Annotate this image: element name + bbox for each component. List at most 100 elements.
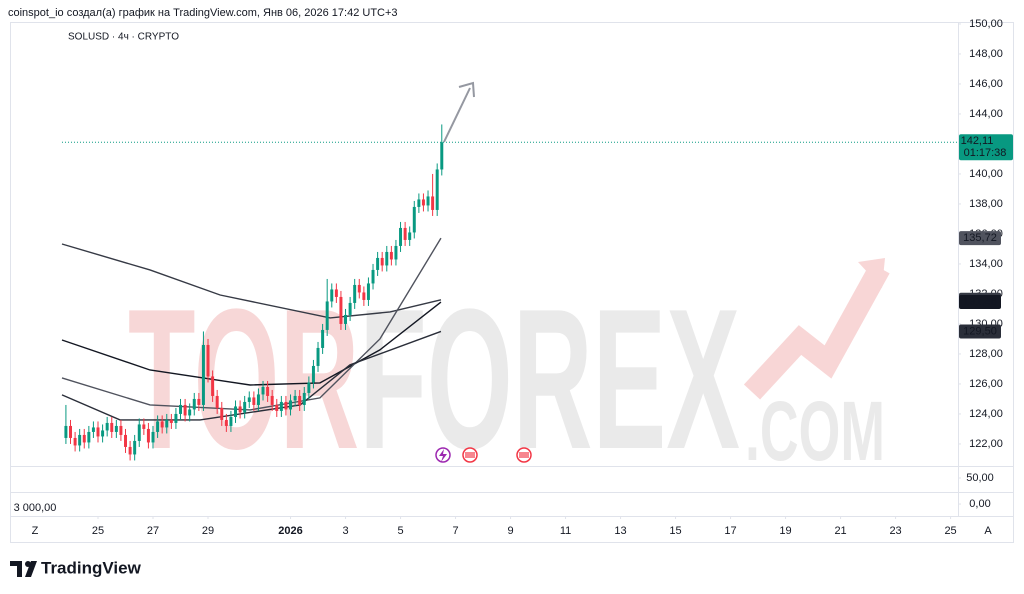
moving-average [61, 243, 442, 319]
candle-body [215, 395, 219, 408]
x-tick-label: 11 [560, 525, 571, 537]
candle-body [105, 422, 109, 431]
candle-body [179, 404, 183, 414]
candle-body [408, 232, 412, 240]
candle-body [339, 296, 343, 324]
y-tick-label: 146,00 [969, 78, 1003, 90]
candle-body [325, 301, 329, 330]
x-tick-label: 3 [342, 525, 348, 537]
candle-body [431, 196, 435, 210]
x-tick-label: 2026 [278, 525, 302, 537]
candle-body [142, 424, 146, 429]
x-tick-label: 25 [92, 525, 104, 537]
y-tick-label: 128,00 [969, 348, 1003, 360]
candle-body [133, 440, 137, 455]
candle-body [188, 409, 192, 416]
header-caption: coinspot_io создал(а) график на TradingV… [8, 7, 398, 19]
candle-body [91, 427, 95, 432]
candle-body [279, 401, 283, 411]
candle-body [201, 344, 205, 405]
candle-body [298, 395, 302, 405]
footer-logo: TradingView [10, 558, 142, 577]
candle-body [348, 302, 352, 315]
x-tick-label: 15 [669, 525, 681, 537]
candle-body [376, 257, 380, 270]
candle-body [307, 382, 311, 393]
candle-body [247, 397, 251, 402]
y-tick-label: 126,00 [969, 378, 1003, 390]
event-icon-bolt [439, 449, 447, 462]
last-price-box [959, 134, 1013, 161]
x-tick-label: 9 [507, 525, 513, 537]
last-price-label: 142,11 [961, 135, 994, 147]
candle-body [183, 404, 187, 416]
x-tick-label: 17 [724, 525, 736, 537]
x-tick-label: 19 [779, 525, 791, 537]
candle-body [73, 437, 77, 446]
candle-body [389, 251, 393, 260]
bar-countdown: 01:17:38 [964, 147, 1007, 159]
y-tick-label: 144,00 [969, 108, 1003, 120]
flag [465, 452, 475, 458]
price-axis-label: 135,72 [963, 232, 997, 244]
candle-body [124, 434, 127, 447]
candle-body [399, 227, 403, 246]
candle-body [256, 394, 260, 405]
x-tick-label: 25 [944, 525, 956, 537]
candle-body [160, 421, 164, 428]
watermark-swoosh-head [858, 258, 885, 288]
candle-body [330, 289, 334, 302]
candle-body [403, 227, 407, 240]
y-tick-label: 0,00 [969, 498, 990, 510]
candle-body [371, 269, 375, 284]
candle-body [192, 398, 196, 410]
x-tick-label: 23 [889, 525, 901, 537]
axis-button[interactable]: A [984, 525, 992, 537]
candle-body [64, 425, 68, 438]
candle-body [380, 257, 384, 266]
watermark-text: TORFOREX [128, 268, 740, 491]
x-tick-label: 5 [397, 525, 403, 537]
y-tick-label: 122,00 [969, 438, 1003, 450]
candle-body [174, 413, 178, 423]
x-tick-label: 13 [614, 525, 626, 537]
x-tick-label: 21 [834, 525, 846, 537]
candle-body [385, 251, 389, 266]
candle-body [128, 446, 132, 455]
watermark-swoosh [743, 262, 890, 400]
candle-body [252, 397, 256, 405]
candle-body [229, 416, 233, 426]
candle-body [362, 292, 366, 300]
axis-button[interactable]: Z [32, 525, 39, 537]
candle-body [82, 434, 86, 443]
price-axis-label-box [959, 324, 1001, 339]
forecast-arrow-head [458, 81, 475, 98]
candle-body [311, 365, 315, 383]
candle-body [224, 419, 228, 426]
candle-body [421, 199, 425, 206]
x-tick-label: 7 [452, 525, 458, 537]
candle-body [220, 407, 224, 420]
candle-body [316, 347, 320, 366]
candle-body [234, 406, 238, 417]
candle-body [78, 434, 82, 446]
y-tick-label: 50,00 [966, 472, 994, 484]
candle-body [344, 314, 348, 324]
watermark: TORFOREX .COM [128, 258, 890, 491]
candle-body [243, 401, 247, 413]
candle-body [417, 199, 421, 207]
candle-body [151, 431, 155, 443]
candle-body [101, 430, 105, 437]
candle-body [289, 400, 293, 410]
watermark-part: FOREX [359, 268, 740, 491]
x-tick-label: 27 [147, 525, 159, 537]
candle-body [321, 329, 325, 348]
symbol-title: SOLUSD · 4ч · CRYPTO [68, 32, 179, 43]
candle-body [211, 376, 215, 396]
y-tick-label: 140,00 [969, 168, 1003, 180]
candle-body [293, 395, 297, 401]
candle-body [302, 392, 306, 405]
chart-frame [10, 22, 1014, 543]
candle-body [440, 142, 444, 170]
